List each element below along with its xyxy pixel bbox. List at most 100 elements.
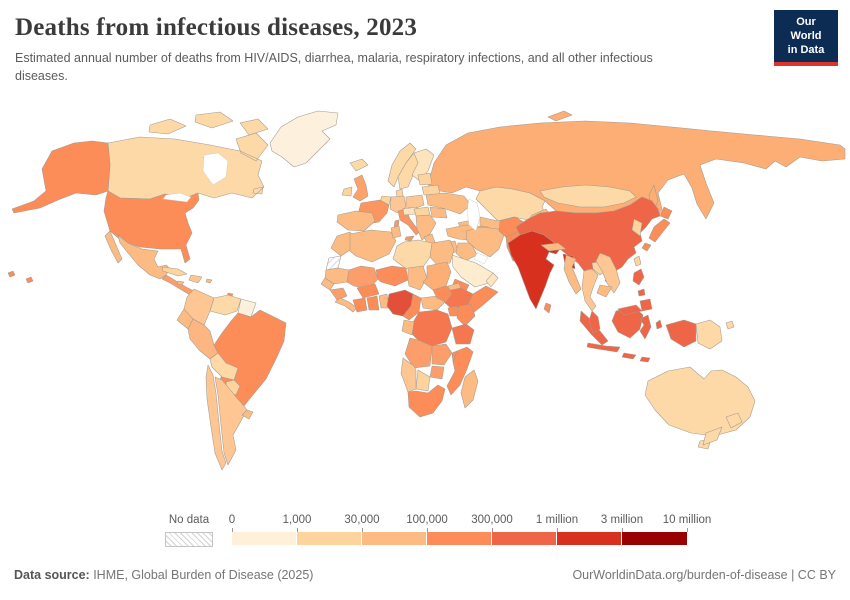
country-belarus[interactable]: Belarus — 1,000 – 30,000 — [421, 184, 441, 196]
country-zambia[interactable]: Zambia — 100,000 – 300,000 — [431, 343, 453, 366]
country-south-sudan[interactable]: South Sudan — 100,000 – 300,000 — [432, 285, 453, 303]
water-body-2 — [466, 198, 481, 232]
country-burkina[interactable]: Burkina Faso — 100,000 – 300,000 — [356, 283, 380, 299]
country-nz[interactable]: New Zealand — 1,000 – 30,000 — [702, 412, 743, 446]
legend-tick-3 — [427, 528, 428, 532]
water-body-1 — [162, 192, 192, 203]
legend-bin-3[interactable] — [427, 532, 492, 545]
country-peru[interactable]: Peru — 30,000 – 100,000 — [187, 318, 219, 360]
chart-subtitle: Estimated annual number of deaths from H… — [15, 51, 653, 84]
country-cuba[interactable]: Cuba — 1,000 – 30,000 — [161, 266, 188, 277]
legend-bin-1[interactable] — [297, 532, 362, 545]
country-taiwan[interactable]: Taiwan — 1,000 – 30,000 — [633, 255, 642, 267]
country-india[interactable]: India — 1 million – 3 million — [507, 230, 561, 310]
country-congo-gabon[interactable]: Congo & Gabon — 30,000 – 100,000 — [401, 319, 415, 336]
country-myanmar[interactable]: Myanmar — 30,000 – 100,000 — [563, 254, 582, 295]
legend-tick-label-6: 3 million — [600, 514, 644, 526]
legend-bin-5[interactable] — [557, 532, 622, 545]
legend-tick-2 — [362, 528, 363, 532]
country-nepal[interactable]: Nepal — 30,000 – 100,000 — [540, 242, 567, 252]
page-title: Deaths from infectious diseases, 2023 — [15, 14, 418, 41]
country-guinea[interactable]: Guinea — 100,000 – 300,000 — [329, 287, 348, 301]
country-balkans[interactable]: Balkans — 30,000 – 100,000 — [415, 214, 437, 241]
country-norway[interactable]: Norway — 1,000 – 30,000 — [387, 142, 417, 188]
data-source-text: IHME, Global Burden of Disease (2025) — [89, 568, 314, 582]
owid-logo-line1: Our World — [790, 16, 822, 42]
country-cambodia[interactable]: Cambodia — 30,000 – 100,000 — [596, 284, 613, 298]
country-oman[interactable]: Oman — 1,000 – 30,000 — [485, 272, 499, 288]
legend-bin-0[interactable] — [232, 532, 297, 545]
country-angola[interactable]: Angola — 100,000 – 300,000 — [404, 337, 433, 369]
country-png[interactable]: Papua New Guinea — 1,000 – 30,000 — [695, 319, 735, 350]
country-spain[interactable]: Spain — 30,000 – 100,000 — [336, 210, 376, 232]
country-greenland[interactable]: Greenland — 0 – 1,000 — [269, 110, 339, 168]
country-iceland[interactable]: Iceland — 1,000 – 30,000 — [349, 158, 369, 172]
country-venezuela[interactable]: Venezuela — 1,000 – 30,000 — [209, 294, 242, 316]
legend-bin-4[interactable] — [492, 532, 557, 545]
country-thailand[interactable]: Thailand — 30,000 – 100,000 — [581, 268, 599, 312]
legend-tick-label-1: 1,000 — [282, 514, 312, 526]
country-baltics[interactable]: Baltic states — 1,000 – 30,000 — [417, 172, 433, 186]
country-tunisia[interactable]: Tunisia — 30,000 – 100,000 — [390, 225, 402, 239]
legend-bin-6[interactable] — [622, 532, 687, 545]
country-ireland[interactable]: Ireland — 1,000 – 30,000 — [341, 186, 353, 197]
legend-tick-label-0: 0 — [228, 514, 236, 526]
country-ghana[interactable]: Ghana — 100,000 – 300,000 — [366, 295, 380, 311]
country-kenya[interactable]: Kenya — 100,000 – 300,000 — [456, 303, 476, 327]
legend-tick-marks — [232, 528, 694, 532]
country-niger[interactable]: Niger — 100,000 – 300,000 — [375, 265, 409, 287]
credit-link[interactable]: OurWorldinData.org/burden-of-disease | C… — [572, 568, 836, 582]
country-libya[interactable]: Libya — 1,000 – 30,000 — [392, 239, 433, 271]
country-madagascar[interactable]: Madagascar — 30,000 – 100,000 — [460, 369, 479, 409]
country-sri-lanka[interactable]: Sri Lanka — 100,000 – 300,000 — [543, 302, 552, 314]
country-denmark[interactable]: Denmark — 1,000 – 30,000 — [395, 188, 404, 198]
legend-tick-1 — [297, 528, 298, 532]
country-indonesia[interactable]: Indonesia — 300,000 – 1 million — [579, 306, 697, 363]
country-ivory-coast[interactable]: Cote d'Ivoire — 100,000 – 300,000 — [352, 297, 368, 313]
country-botswana[interactable]: Botswana — 1,000 – 30,000 — [415, 369, 431, 392]
country-argentina[interactable]: Argentina — 30,000 – 100,000 — [214, 376, 248, 466]
legend-tick-7 — [687, 528, 688, 532]
legend-color-cells — [232, 532, 687, 545]
country-south-africa[interactable]: South Africa — 100,000 – 300,000 — [407, 384, 446, 418]
country-zimbabwe[interactable]: Zimbabwe — 100,000 – 300,000 — [429, 365, 445, 380]
country-tanzania[interactable]: Tanzania — 300,000 – 1 million — [451, 323, 475, 345]
country-algeria[interactable]: Algeria — 30,000 – 100,000 — [349, 229, 397, 263]
legend-bin-2[interactable] — [362, 532, 427, 545]
legend-no-data[interactable]: No data — [165, 514, 213, 547]
country-mongolia[interactable]: Mongolia — 1,000 – 30,000 — [539, 184, 637, 208]
legend-tick-0 — [232, 528, 233, 532]
country-uruguay[interactable]: Uruguay — 30,000 – 100,000 — [241, 409, 254, 420]
country-iran[interactable]: Iran — 30,000 – 100,000 — [465, 226, 505, 258]
country-central-america[interactable]: Central America — 100,000 – 300,000 — [161, 274, 195, 296]
country-vietnam[interactable]: Vietnam — 30,000 – 100,000 — [595, 252, 621, 294]
country-korea[interactable]: Korea — 1,000 – 30,000 — [631, 218, 643, 237]
country-philippines[interactable]: Philippines — 300,000 – 1 million — [632, 268, 653, 312]
country-usa[interactable]: United States — 100,000 – 300,000 — [7, 140, 200, 284]
legend-tick-label-2: 30,000 — [344, 514, 380, 526]
country-mali[interactable]: Mali — 100,000 – 300,000 — [346, 265, 379, 290]
country-hispaniola[interactable]: Haiti & Dominican Republic — 30,000 – 10… — [188, 274, 203, 284]
country-bolivia[interactable]: Bolivia — 1,000 – 30,000 — [209, 352, 239, 381]
country-chad[interactable]: Chad — 30,000 – 100,000 — [407, 265, 428, 291]
country-car[interactable]: Central African Republic — 30,000 – 100,… — [420, 295, 446, 311]
legend-no-data-swatch[interactable] — [165, 532, 213, 547]
country-switzerland-austria[interactable]: Switzerland & Austria — 1,000 – 30,000 — [402, 206, 418, 216]
country-poland[interactable]: Poland — 30,000 – 100,000 — [405, 194, 425, 210]
country-japan[interactable]: Japan — 100,000 – 300,000 — [641, 206, 673, 252]
chart-footer: Data source: IHME, Global Burden of Dise… — [0, 568, 850, 582]
country-puerto-rico[interactable]: Puerto Rico — 30,000 – 100,000 — [205, 278, 213, 284]
data-source-label: Data source: — [14, 568, 90, 582]
country-namibia[interactable]: Namibia — 30,000 – 100,000 — [400, 357, 417, 393]
country-iraq[interactable]: Iraq — 30,000 – 100,000 — [455, 242, 478, 262]
country-chile[interactable]: Chile — 30,000 – 100,000 — [205, 364, 227, 471]
country-uk[interactable]: United Kingdom — 100,000 – 300,000 — [352, 174, 369, 202]
country-ukraine[interactable]: Ukraine — 30,000 – 100,000 — [425, 192, 472, 215]
country-jamaica[interactable]: Jamaica — 30,000 – 100,000 — [176, 280, 185, 286]
country-canada[interactable]: Canada — 1,000 – 30,000 — [107, 111, 269, 200]
country-mozambique[interactable]: Mozambique — 100,000 – 300,000 — [446, 346, 474, 396]
country-romania[interactable]: Romania — 30,000 – 100,000 — [429, 206, 448, 219]
country-australia[interactable]: Australia — 1,000 – 30,000 — [644, 366, 756, 450]
owid-logo[interactable]: Our World in Data — [774, 10, 838, 67]
country-egypt[interactable]: Egypt — 30,000 – 100,000 — [429, 239, 455, 266]
